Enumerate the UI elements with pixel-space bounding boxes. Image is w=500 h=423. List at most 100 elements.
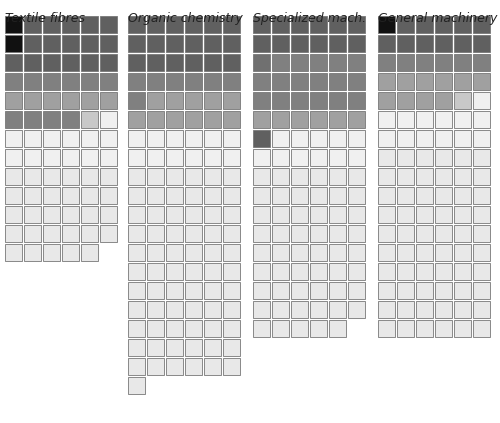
Bar xyxy=(253,244,270,261)
Bar xyxy=(166,301,183,318)
Bar xyxy=(454,206,471,223)
Bar xyxy=(435,35,452,52)
Bar xyxy=(473,320,490,337)
Bar xyxy=(397,92,414,109)
Bar xyxy=(185,168,202,185)
Bar xyxy=(348,16,365,33)
Bar xyxy=(81,225,98,242)
Bar xyxy=(166,263,183,280)
Bar xyxy=(454,111,471,128)
Bar xyxy=(166,282,183,299)
Bar xyxy=(397,282,414,299)
Bar xyxy=(348,54,365,71)
Bar xyxy=(128,168,145,185)
Bar xyxy=(272,301,289,318)
Bar xyxy=(81,244,98,261)
Bar xyxy=(291,282,308,299)
Bar xyxy=(310,168,327,185)
Bar xyxy=(348,92,365,109)
Bar xyxy=(204,149,221,166)
Bar xyxy=(454,73,471,90)
Bar xyxy=(454,149,471,166)
Bar xyxy=(62,92,79,109)
Bar xyxy=(128,206,145,223)
Bar xyxy=(329,54,346,71)
Bar xyxy=(128,187,145,204)
Bar xyxy=(62,206,79,223)
Bar xyxy=(147,73,164,90)
Bar xyxy=(473,54,490,71)
Bar xyxy=(253,206,270,223)
Bar xyxy=(291,301,308,318)
Bar xyxy=(223,206,240,223)
Bar xyxy=(223,111,240,128)
Bar xyxy=(378,130,395,147)
Bar xyxy=(348,149,365,166)
Bar xyxy=(310,92,327,109)
Bar xyxy=(473,187,490,204)
Bar xyxy=(128,130,145,147)
Bar xyxy=(253,282,270,299)
Bar xyxy=(5,225,22,242)
Bar xyxy=(223,92,240,109)
Bar xyxy=(62,130,79,147)
Bar xyxy=(128,54,145,71)
Bar xyxy=(24,206,41,223)
Bar xyxy=(204,73,221,90)
Bar xyxy=(473,282,490,299)
Bar xyxy=(272,168,289,185)
Bar xyxy=(397,263,414,280)
Bar xyxy=(223,282,240,299)
Bar xyxy=(291,130,308,147)
Bar xyxy=(416,130,433,147)
Bar xyxy=(223,73,240,90)
Bar xyxy=(348,301,365,318)
Bar xyxy=(435,130,452,147)
Bar xyxy=(416,149,433,166)
Bar xyxy=(272,92,289,109)
Bar xyxy=(378,225,395,242)
Bar xyxy=(435,168,452,185)
Bar xyxy=(24,54,41,71)
Bar xyxy=(291,263,308,280)
Bar xyxy=(5,168,22,185)
Bar xyxy=(128,149,145,166)
Bar xyxy=(329,206,346,223)
Text: Textile fibres: Textile fibres xyxy=(5,12,85,25)
Bar xyxy=(348,263,365,280)
Bar xyxy=(253,16,270,33)
Bar xyxy=(166,187,183,204)
Bar xyxy=(43,73,60,90)
Bar xyxy=(329,16,346,33)
Bar xyxy=(348,111,365,128)
Bar xyxy=(310,187,327,204)
Bar xyxy=(397,73,414,90)
Bar xyxy=(5,149,22,166)
Bar xyxy=(291,35,308,52)
Bar xyxy=(5,130,22,147)
Bar xyxy=(147,54,164,71)
Bar xyxy=(454,16,471,33)
Bar xyxy=(454,244,471,261)
Bar xyxy=(147,244,164,261)
Text: Organic chemistry: Organic chemistry xyxy=(128,12,243,25)
Bar xyxy=(5,16,22,33)
Bar xyxy=(166,244,183,261)
Bar xyxy=(454,92,471,109)
Bar xyxy=(329,149,346,166)
Bar xyxy=(128,339,145,356)
Bar xyxy=(454,301,471,318)
Bar xyxy=(329,301,346,318)
Bar xyxy=(253,168,270,185)
Bar xyxy=(128,263,145,280)
Bar xyxy=(348,244,365,261)
Bar xyxy=(378,92,395,109)
Bar xyxy=(147,168,164,185)
Bar xyxy=(253,35,270,52)
Bar xyxy=(128,301,145,318)
Bar xyxy=(204,225,221,242)
Bar xyxy=(272,73,289,90)
Bar xyxy=(310,225,327,242)
Bar xyxy=(100,168,117,185)
Bar xyxy=(185,282,202,299)
